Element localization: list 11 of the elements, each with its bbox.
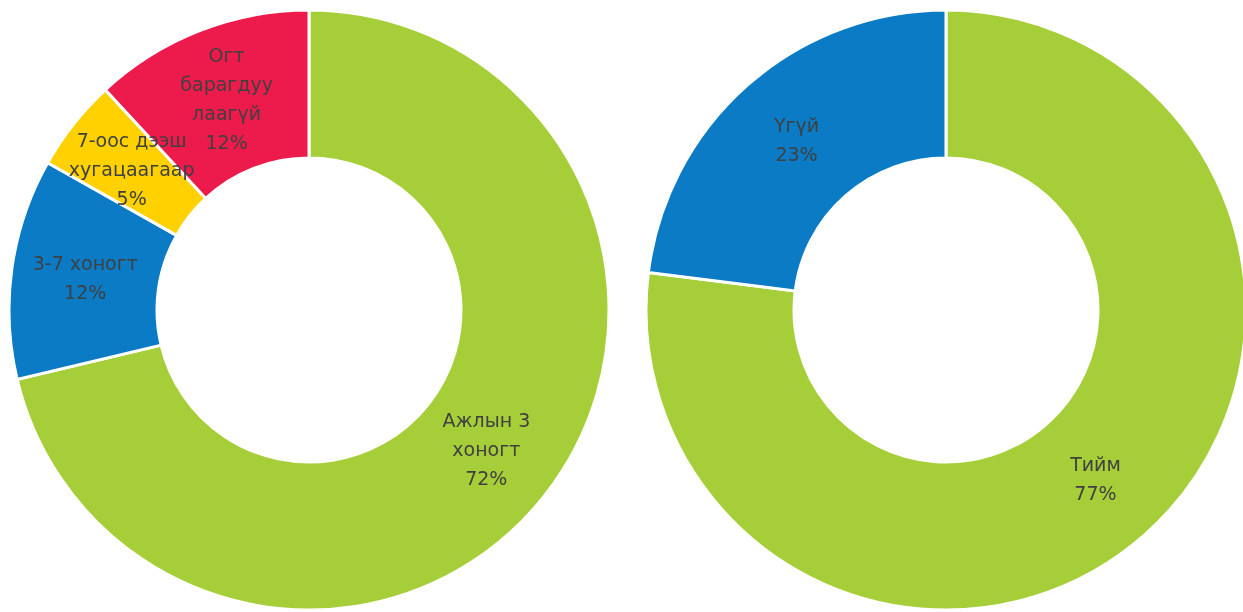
slice-label: 3-7 хоногт [32,251,138,274]
slice-label: Тийм [1069,452,1121,475]
data-label: 77% [1074,481,1117,504]
data-label: 5% [116,186,147,209]
slice-label: Ажлын 3 хоногт [442,408,531,460]
data-label: 12% [205,130,248,153]
data-label: 23% [775,142,818,165]
slice-label: Үгүй [772,113,820,136]
slice-label: Огт барагдуу лаагүй [180,43,273,124]
data-label: 12% [64,280,107,303]
data-label: 72% [465,466,508,489]
